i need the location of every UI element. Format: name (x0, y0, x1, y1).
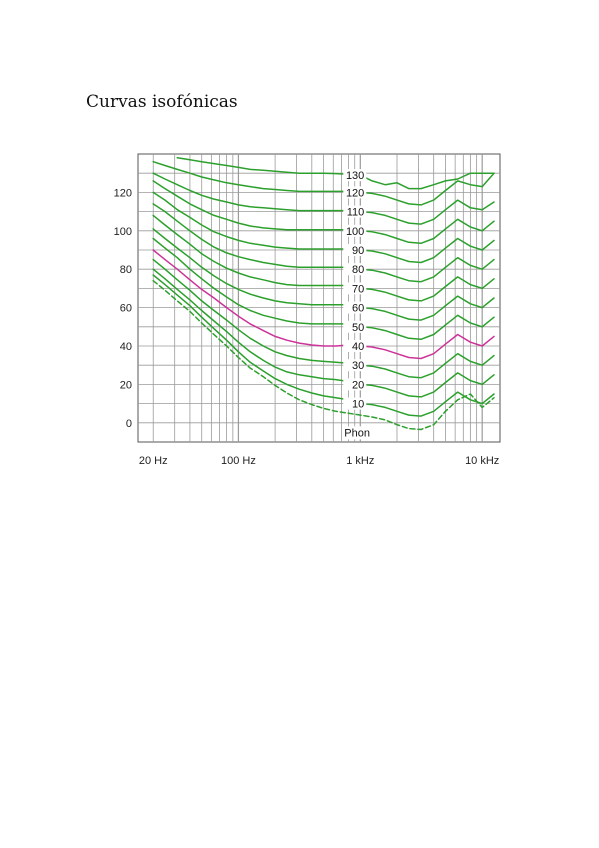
x-tick-label: 100 Hz (221, 455, 256, 467)
phon-label: 60 (352, 303, 364, 315)
y-tick-label: 0 (126, 418, 132, 430)
curve-40-phon (152, 249, 495, 360)
y-tick-label: 40 (120, 341, 132, 353)
curve-60-phon (152, 228, 495, 321)
phon-label-bg (343, 244, 367, 256)
phon-label-bg (343, 224, 367, 237)
y-tick-label: 20 (120, 379, 132, 391)
x-tick-label: 20 Hz (139, 455, 168, 467)
curve-90-phon (152, 191, 495, 264)
phon-label: 120 (346, 187, 364, 199)
phon-label-bg (343, 263, 367, 276)
curve-120-phon (152, 160, 495, 206)
y-tick-label: 100 (114, 226, 132, 238)
equal-loudness-chart: 0 20 40 60 80 100 120 20 Hz 100 Hz 1 kHz 10 kHz 13… (100, 140, 520, 480)
grid-layer (137, 153, 501, 443)
phon-label-bg (343, 340, 367, 352)
phon-label-bg (343, 169, 367, 182)
curve-20-phon (152, 268, 495, 398)
phon-label-bg (343, 282, 367, 295)
phon-label: 70 (352, 283, 364, 295)
y-tick-label: 60 (120, 303, 132, 315)
phon-label-bg (343, 186, 367, 199)
phon-label-bg (343, 378, 367, 391)
axis-layer: 0 20 40 60 80 100 120 20 Hz 100 Hz 1 kHz 10 kHz (114, 187, 500, 467)
phon-label: 50 (352, 322, 364, 334)
curve-threshold (152, 279, 495, 431)
curve-80-phon (152, 203, 495, 283)
phon-label-bg (343, 320, 367, 333)
phon-label-bg (343, 205, 367, 218)
phon-label: 90 (352, 245, 364, 257)
curve-100-phon (152, 180, 495, 245)
y-tick-label: 120 (114, 187, 132, 199)
phon-label: 40 (352, 341, 364, 353)
phon-label: 100 (346, 226, 364, 238)
x-tick-label: 1 kHz (346, 455, 374, 467)
curve-30-phon (152, 258, 495, 379)
curve-50-phon (152, 237, 495, 341)
curve-130-phon (176, 157, 495, 190)
unit-label-bg (342, 426, 373, 440)
phon-label: 20 (352, 379, 364, 391)
curve-10-phon (152, 274, 495, 417)
phon-label-bg (343, 301, 367, 314)
y-tick-label: 80 (120, 264, 132, 276)
phon-label: 130 (346, 170, 364, 182)
chart-svg: 0 20 40 60 80 100 120 20 Hz 100 Hz 1 kHz 10 kHz 13… (114, 153, 501, 467)
phon-label-bg (343, 359, 367, 372)
curve-110-phon (152, 172, 495, 225)
phon-label: 10 (352, 399, 364, 411)
curve-70-phon (152, 214, 495, 302)
phon-label: 80 (352, 264, 364, 276)
label-layer: 130 120 110 100 90 80 70 60 50 40 30 20 10 Phon (342, 169, 373, 440)
page-title: Curvas isofónicas (86, 92, 238, 112)
phon-label: 110 (347, 207, 365, 219)
phon-label: 30 (352, 360, 364, 372)
series-layer (152, 157, 495, 431)
x-tick-label: 10 kHz (465, 455, 499, 467)
phon-label-bg (343, 397, 367, 410)
unit-label: Phon (344, 427, 370, 439)
